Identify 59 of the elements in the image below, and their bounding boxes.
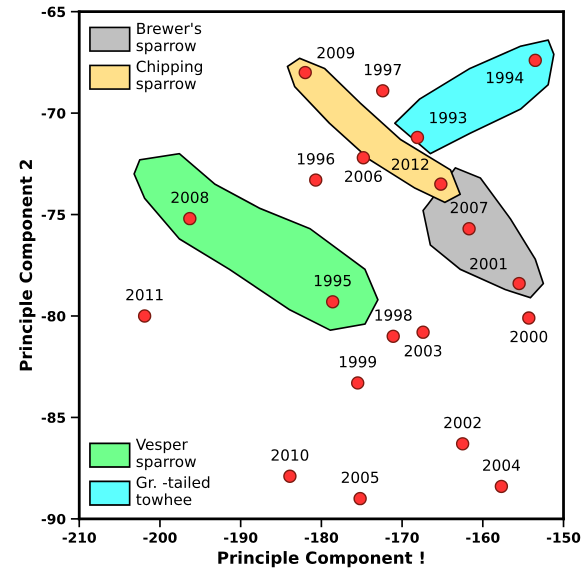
annotation: 1998 xyxy=(375,309,412,321)
point xyxy=(512,276,526,290)
point xyxy=(309,173,322,187)
point xyxy=(494,480,508,494)
y-tick-label: -90 xyxy=(42,514,66,524)
y-tick-label: -75 xyxy=(42,210,66,220)
annotation: 2001 xyxy=(470,258,507,270)
annotation: 1997 xyxy=(364,64,401,76)
annotation: 2010 xyxy=(272,449,308,461)
legend-label: Vesper sparrow xyxy=(136,438,196,470)
y-tick-label: -65 xyxy=(42,6,66,18)
annotation: 2005 xyxy=(342,472,378,484)
x-tick-label: -190 xyxy=(224,532,258,543)
point xyxy=(376,84,390,98)
annotation: 1999 xyxy=(340,356,376,368)
y-axis-title: Principle Component 2 xyxy=(19,160,36,370)
point xyxy=(410,130,424,144)
y-tick-label: -70 xyxy=(42,108,66,119)
point xyxy=(138,309,152,323)
point xyxy=(522,311,536,325)
point xyxy=(456,437,470,451)
point xyxy=(416,326,430,339)
annotation: 2004 xyxy=(483,459,520,471)
point xyxy=(350,376,364,390)
y-tick-label: -85 xyxy=(42,412,66,423)
annotation: 2006 xyxy=(345,170,382,182)
x-tick-label: -210 xyxy=(62,532,96,543)
point xyxy=(283,470,297,483)
x-tick-label: -160 xyxy=(466,532,500,543)
x-tick-label: -150 xyxy=(546,532,580,543)
point xyxy=(462,222,476,236)
x-tick-label: -180 xyxy=(304,532,338,543)
point xyxy=(353,492,367,506)
point xyxy=(298,66,312,80)
legend-label: Chipping sparrow xyxy=(136,60,202,92)
x-axis-title: Principle Component ! xyxy=(218,551,424,568)
point xyxy=(183,212,197,226)
point xyxy=(386,330,400,343)
legend-label: Brewer's sparrow xyxy=(136,22,202,54)
y-tick-label: -80 xyxy=(42,310,66,322)
annotation: 2003 xyxy=(404,344,442,357)
point xyxy=(326,295,340,308)
annotation: 2002 xyxy=(444,416,481,428)
annotation: 2012 xyxy=(392,158,428,170)
annotation: 2007 xyxy=(450,202,488,214)
annotation: 2008 xyxy=(172,192,208,204)
x-tick-label: -200 xyxy=(143,532,177,543)
annotation: 1994 xyxy=(486,72,524,84)
point xyxy=(434,177,448,191)
annotation: 2000 xyxy=(510,330,548,342)
point xyxy=(356,151,370,164)
annotation: 1996 xyxy=(298,153,334,165)
point xyxy=(528,54,542,68)
annotation: 2011 xyxy=(126,288,163,301)
legend-label: Gr. -tailed towhee xyxy=(136,476,210,506)
annotation: 1995 xyxy=(314,274,351,286)
annotation: 2009 xyxy=(317,46,354,58)
x-tick-label: -170 xyxy=(385,532,419,543)
annotation: 1993 xyxy=(430,112,466,124)
